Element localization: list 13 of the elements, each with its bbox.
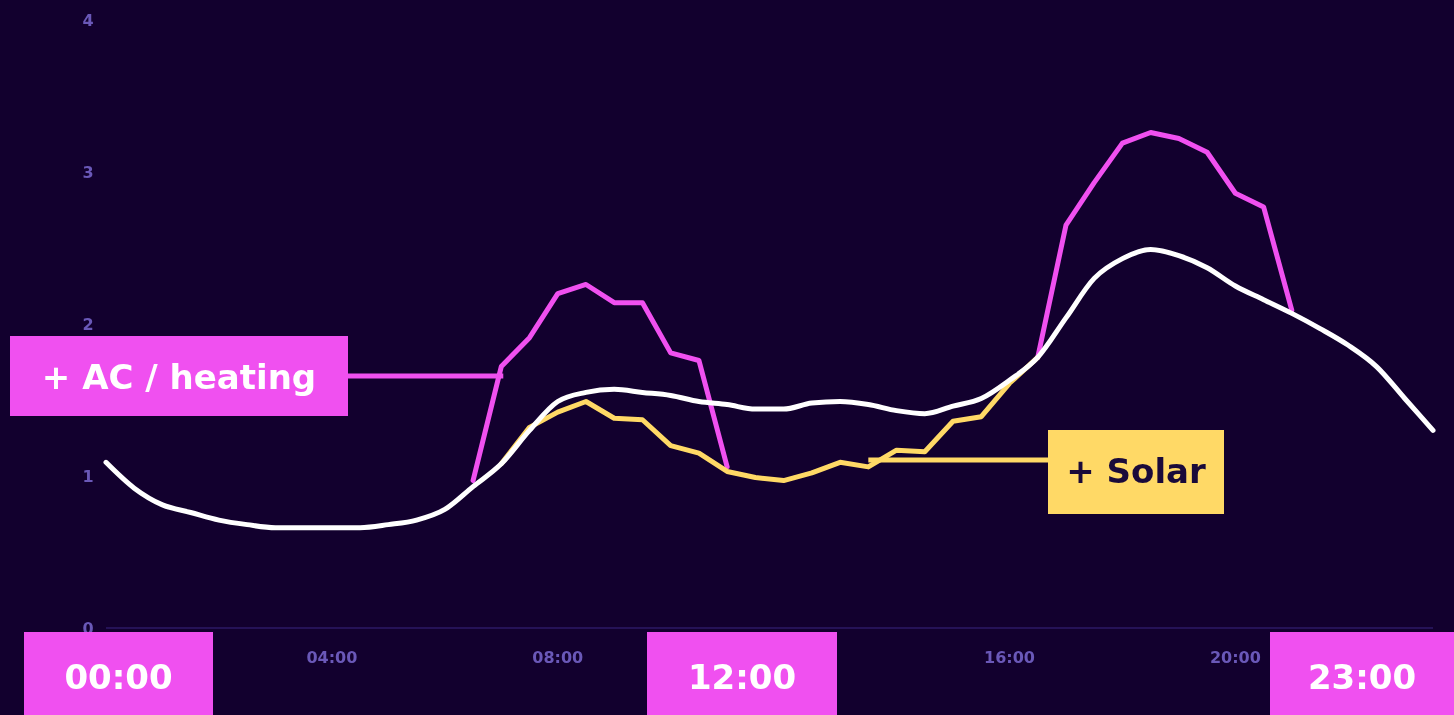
x-tick-label: 04:00 (306, 647, 358, 667)
text: 00:00 (64, 657, 173, 697)
y-tick-label: 4 (82, 10, 94, 30)
x-tick-label: 16:00 (984, 647, 1035, 667)
x-tick-label: 20:00 (1209, 647, 1261, 667)
x-tick-label: 08:00 (532, 647, 584, 667)
y-tick-label: 1 (82, 466, 94, 486)
y-tick-label: 2 (82, 314, 94, 334)
y-tick-label: 3 (82, 162, 94, 182)
legend-label: + AC / heating (41, 357, 317, 397)
text: 23:00 (1307, 657, 1417, 697)
text: 12:00 (687, 657, 797, 697)
text: + Solar (1066, 451, 1206, 491)
